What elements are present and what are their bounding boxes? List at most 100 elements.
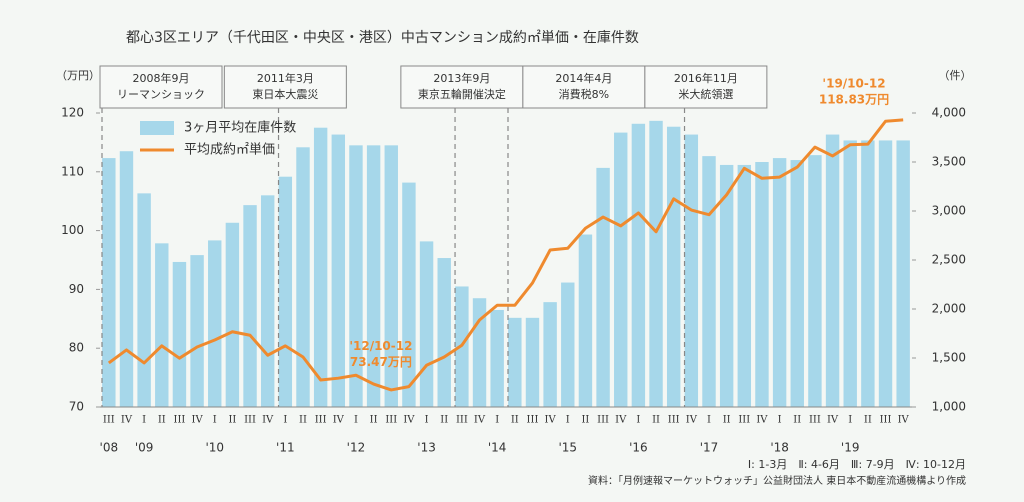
- event-label: リーマンショック: [117, 88, 205, 101]
- event-label: 2016年11月: [674, 71, 738, 85]
- x-tick-label: III: [809, 415, 821, 426]
- x-tick-label: II: [652, 415, 660, 426]
- x-tick-label: II: [864, 415, 872, 426]
- bar: [719, 164, 734, 407]
- legend-label: 3ヶ月平均在庫件数: [184, 121, 296, 136]
- y-axis-label: （万円）: [56, 69, 100, 82]
- bar: [878, 140, 893, 407]
- bar: [525, 317, 540, 407]
- event-label: 消費税8%: [559, 87, 609, 101]
- bar: [349, 145, 363, 407]
- bar: [208, 240, 222, 407]
- y2-tick-label: 2,000: [932, 302, 966, 316]
- year-label: '10: [205, 441, 224, 455]
- x-tick-label: I: [566, 415, 570, 426]
- year-label: '14: [488, 441, 507, 455]
- bar: [119, 151, 134, 407]
- value-label: 73.47万円: [350, 355, 412, 369]
- bar: [631, 123, 646, 407]
- x-tick-label: I: [778, 415, 782, 426]
- x-tick-label: III: [103, 415, 115, 426]
- bar: [490, 309, 504, 407]
- x-tick-label: I: [848, 415, 852, 426]
- period-label: '19/10-12: [822, 76, 885, 90]
- x-tick-label: IV: [827, 415, 839, 426]
- event-box: [522, 65, 646, 109]
- x-tick-label: II: [511, 415, 519, 426]
- x-tick-label: IV: [333, 415, 345, 426]
- legend-swatch: [140, 121, 174, 135]
- chart-title: 都心3区エリア（千代田区・中央区・港区）中古マンション成約㎡単価・在庫件数: [126, 29, 639, 46]
- bar: [614, 132, 628, 407]
- x-tick-label: III: [244, 415, 256, 426]
- bar: [825, 134, 840, 407]
- x-tick-label: I: [425, 415, 429, 426]
- bar: [313, 127, 328, 407]
- y2-tick-label: 2,500: [932, 253, 966, 267]
- bar: [243, 205, 257, 407]
- bar: [666, 126, 681, 407]
- y2-tick-label: 3,500: [932, 155, 966, 169]
- y2-tick-label: 4,000: [932, 106, 966, 120]
- bar: [296, 147, 310, 408]
- x-tick-label: III: [527, 415, 539, 426]
- year-label: '12: [347, 441, 366, 455]
- x-tick-label: IV: [403, 415, 415, 426]
- bar: [437, 258, 451, 407]
- quarter-key: Ⅰ: 1-3月 Ⅱ: 4-6月 Ⅲ: 7-9月 Ⅳ: 10-12月: [748, 458, 966, 471]
- bar: [684, 134, 699, 407]
- y2-axis-label: （件）: [939, 69, 972, 82]
- event-label: 東日本大震災: [252, 87, 318, 101]
- period-label: '12/10-12: [349, 339, 412, 353]
- event-box: [223, 65, 347, 109]
- source: 資料：「月例速報マーケットウォッチ」公益財団法人 東日本不動産流通機構より作成: [588, 474, 966, 487]
- y2-tick-label: 1,000: [932, 400, 966, 414]
- bar: [596, 167, 610, 407]
- x-tick-label: I: [283, 415, 287, 426]
- bar: [861, 140, 875, 407]
- bar: [843, 140, 857, 407]
- bar: [172, 261, 187, 407]
- bar: [225, 222, 240, 407]
- y2-tick-label: 1,500: [932, 351, 966, 365]
- x-tick-label: III: [880, 415, 892, 426]
- bar: [896, 140, 910, 407]
- year-label: '18: [770, 441, 789, 455]
- bar: [578, 234, 593, 407]
- event-label: 2014年4月: [555, 71, 612, 85]
- bar: [755, 162, 769, 407]
- year-label: '17: [700, 441, 719, 455]
- bar: [102, 158, 116, 407]
- x-tick-label: III: [597, 415, 609, 426]
- x-tick-label: IV: [898, 415, 910, 426]
- x-tick-label: III: [668, 415, 680, 426]
- year-label: '15: [558, 441, 577, 455]
- bar: [366, 145, 381, 407]
- year-label: '08: [100, 441, 119, 455]
- x-tick-label: II: [299, 415, 307, 426]
- x-tick-label: II: [440, 415, 448, 426]
- x-tick-label: I: [707, 415, 711, 426]
- x-tick-label: IV: [756, 415, 768, 426]
- value-label: 118.83万円: [819, 92, 889, 106]
- x-tick-label: IV: [192, 415, 204, 426]
- x-tick-label: II: [228, 415, 236, 426]
- year-label: '16: [629, 441, 648, 455]
- x-tick-label: I: [354, 415, 358, 426]
- x-tick-label: I: [142, 415, 146, 426]
- x-tick-label: II: [793, 415, 801, 426]
- x-tick-label: III: [738, 415, 750, 426]
- bar: [137, 193, 151, 407]
- bar: [790, 160, 804, 407]
- x-tick-label: IV: [262, 415, 274, 426]
- x-tick-label: III: [174, 415, 186, 426]
- x-tick-label: II: [723, 415, 731, 426]
- bar: [561, 282, 575, 407]
- x-tick-label: III: [456, 415, 468, 426]
- x-tick-label: IV: [615, 415, 627, 426]
- bar: [543, 302, 557, 407]
- bar: [772, 158, 787, 407]
- x-tick-label: I: [636, 415, 640, 426]
- year-label: '09: [135, 441, 154, 455]
